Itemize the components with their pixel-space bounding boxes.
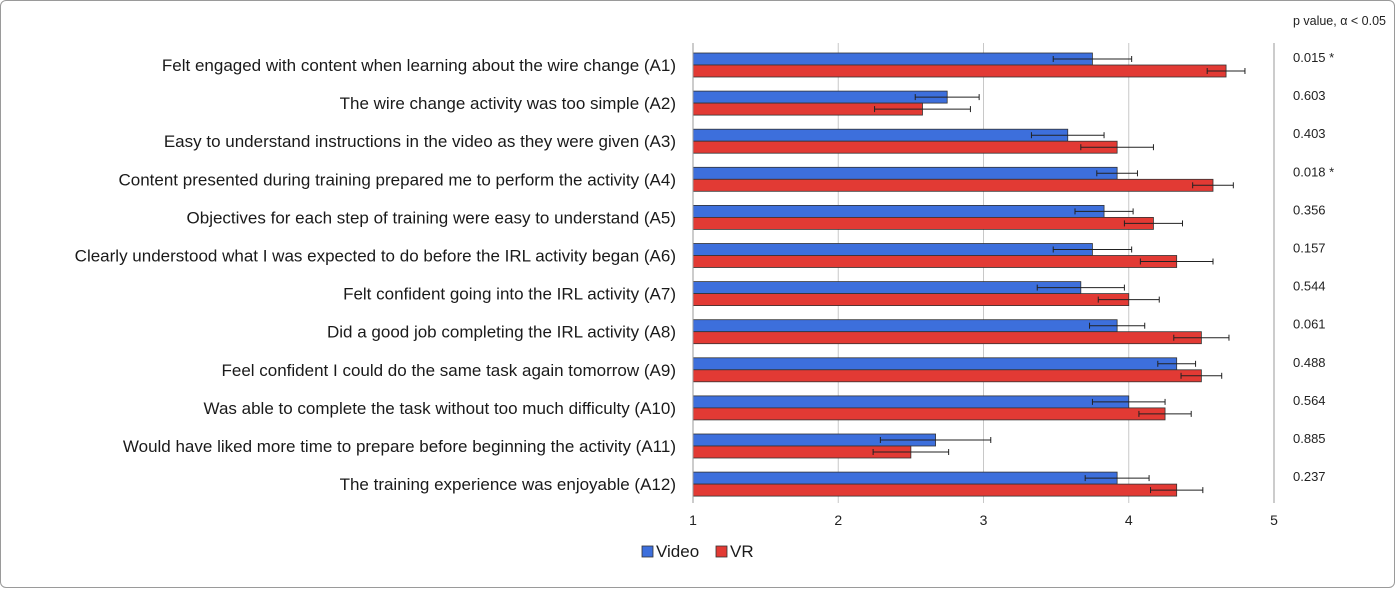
p-value: 0.603	[1293, 88, 1326, 103]
p-value: 0.061	[1293, 317, 1326, 332]
p-value: 0.403	[1293, 126, 1326, 141]
error-bars	[872, 56, 1246, 494]
x-tick-label: 1	[689, 512, 697, 528]
category-label: Would have liked more time to prepare be…	[123, 437, 676, 456]
legend-label-vr: VR	[730, 542, 754, 561]
vr-bar	[692, 331, 1202, 345]
p-value: 0.544	[1293, 279, 1326, 294]
category-label: Objectives for each step of training wer…	[187, 208, 676, 227]
category-label: The wire change activity was too simple …	[340, 94, 676, 113]
category-label: Was able to complete the task without to…	[204, 399, 676, 418]
video-bar	[692, 319, 1118, 333]
video-bar	[692, 281, 1082, 295]
vr-bar	[692, 178, 1214, 192]
p-value: 0.564	[1293, 393, 1326, 408]
x-tick-label: 5	[1270, 512, 1278, 528]
p-value: 0.018 *	[1293, 164, 1334, 179]
category-label: Content presented during training prepar…	[118, 170, 676, 189]
video-bar	[692, 395, 1130, 409]
vr-bar	[692, 293, 1130, 307]
category-label: Easy to understand instructions in the v…	[164, 132, 676, 151]
legend: Video VR	[641, 542, 754, 561]
vr-bar	[692, 64, 1227, 78]
vr-bar	[692, 216, 1154, 230]
legend-swatch-vr	[715, 545, 728, 558]
legend-label-video: Video	[656, 542, 699, 561]
video-bar	[692, 90, 948, 104]
video-bar	[692, 471, 1118, 485]
x-tick-label: 3	[980, 512, 988, 528]
p-value: 0.885	[1293, 431, 1326, 446]
p-value: 0.015 *	[1293, 50, 1334, 65]
category-label: Did a good job completing the IRL activi…	[327, 323, 676, 342]
x-tick-label: 4	[1125, 512, 1133, 528]
legend-swatch-video	[641, 545, 654, 558]
video-bar	[692, 52, 1093, 66]
p-value: 0.356	[1293, 202, 1326, 217]
video-bar	[692, 357, 1178, 371]
category-label: Clearly understood what I was expected t…	[75, 247, 676, 266]
x-tick-label: 2	[834, 512, 842, 528]
vr-bar	[692, 407, 1166, 421]
p-value: 0.237	[1293, 469, 1326, 484]
video-bar	[692, 128, 1069, 142]
video-bar	[692, 204, 1105, 218]
category-label: The training experience was enjoyable (A…	[340, 475, 676, 494]
axes: 1 2 3 4 5	[689, 43, 1278, 528]
vr-bar	[692, 255, 1178, 268]
bars	[692, 52, 1227, 497]
category-labels: Felt engaged with content when learning …	[75, 56, 676, 494]
video-bar	[692, 243, 1093, 256]
video-bar	[692, 166, 1118, 180]
category-label: Felt engaged with content when learning …	[162, 56, 676, 75]
pvalue-header: p value, α < 0.05	[1293, 14, 1386, 28]
vr-bar	[692, 140, 1118, 154]
p-value-column: p value, α < 0.05 0.015 * 0.603 0.403 0.018…	[1293, 14, 1386, 484]
p-value: 0.157	[1293, 241, 1326, 256]
category-label: Feel confident I could do the same task …	[221, 361, 676, 380]
p-value: 0.488	[1293, 355, 1326, 370]
vr-bar	[692, 483, 1178, 497]
vr-bar	[692, 369, 1202, 383]
category-label: Felt confident going into the IRL activi…	[343, 285, 676, 304]
